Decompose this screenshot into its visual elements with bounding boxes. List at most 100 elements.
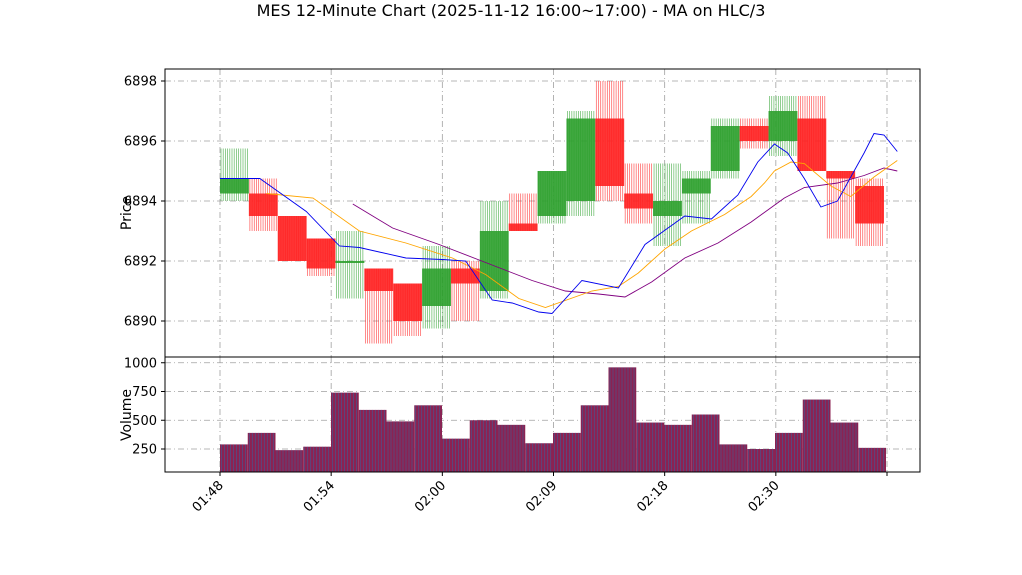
volume-y-axis-label: Volume	[119, 389, 135, 441]
volume-bar	[275, 450, 304, 472]
candle-body	[277, 216, 307, 261]
candle-up	[537, 171, 567, 224]
candle-down	[277, 216, 307, 261]
volume-bar	[525, 443, 553, 472]
volume-y-ticks: 250 500 750 1000	[124, 356, 165, 458]
volume-bar-fill	[414, 405, 442, 472]
candle-up	[768, 96, 798, 156]
candle-down	[624, 163, 654, 224]
candle-up	[566, 111, 596, 216]
volume-bar-fill	[775, 432, 803, 472]
volume-bar-fill	[553, 432, 581, 472]
volume-bar	[775, 432, 803, 472]
x-ticks: 01:48 01:54 02:00 02:09 02:18 02:30	[190, 472, 888, 515]
candle-up	[422, 246, 451, 329]
ma-mid-line	[266, 160, 898, 308]
x-tick-label: 02:00	[412, 478, 449, 515]
price-y-tick-label: 6892	[124, 255, 157, 270]
ma-fast-line	[220, 133, 898, 314]
volume-bar-fill	[331, 392, 359, 472]
volume-bar-fill	[636, 422, 664, 472]
candle-body	[681, 178, 711, 194]
volume-bar-fill	[442, 438, 470, 472]
volume-bar-fill	[608, 367, 637, 472]
price-candles	[220, 81, 884, 344]
price-y-tick-label: 6898	[124, 75, 157, 90]
volume-bar	[830, 422, 859, 472]
volume-bar	[608, 367, 637, 472]
candle-body	[306, 238, 336, 269]
volume-bar-fill	[469, 420, 498, 472]
price-y-tick-label: 6890	[124, 315, 157, 330]
x-tick-label: 02:09	[523, 478, 560, 515]
volume-bar-fill	[497, 424, 526, 472]
volume-bar-fill	[802, 399, 831, 472]
volume-bar	[747, 449, 775, 472]
volume-bar	[414, 405, 442, 472]
candle-up	[220, 148, 249, 201]
volume-bar	[497, 424, 526, 472]
volume-bar-fill	[691, 414, 720, 472]
volume-bar	[553, 432, 581, 472]
candle-body	[335, 261, 365, 263]
candle-body	[479, 231, 509, 291]
candle-up	[681, 171, 711, 224]
volume-bar	[303, 446, 331, 472]
candle-body	[248, 193, 278, 216]
volume-bar	[469, 420, 498, 472]
x-tick-label: 02:30	[746, 478, 783, 515]
volume-bar	[858, 447, 886, 472]
volume-bars	[220, 367, 886, 472]
volume-bar	[580, 405, 609, 472]
price-y-ticks: 6890 6892 6894 6896 6898	[124, 75, 165, 330]
candle-body	[537, 171, 567, 216]
volume-bar-fill	[747, 449, 775, 472]
volume-bar-fill	[220, 444, 248, 472]
candle-up	[479, 201, 509, 299]
candle-up	[710, 118, 740, 179]
candle-body	[826, 171, 856, 179]
volume-y-tick-label: 750	[132, 385, 157, 400]
volume-bar-fill	[580, 405, 609, 472]
candle-body	[768, 111, 798, 141]
candle-down	[595, 81, 625, 201]
x-tick-label: 01:54	[301, 478, 338, 515]
volume-bar	[442, 438, 470, 472]
candle-body	[508, 223, 538, 231]
price-y-tick-label: 6896	[124, 135, 157, 150]
volume-y-tick-label: 500	[132, 414, 157, 429]
candle-down	[364, 268, 394, 344]
candle-down	[855, 178, 884, 246]
candle-body	[393, 283, 423, 321]
candle-body	[797, 118, 827, 171]
price-y-axis-label: Price	[119, 196, 135, 230]
volume-axes-frame	[164, 356, 921, 473]
volume-bar-fill	[830, 422, 859, 472]
candle-body	[422, 268, 451, 306]
volume-bar	[636, 422, 664, 472]
candle-down	[739, 118, 769, 149]
volume-bar	[386, 421, 415, 472]
volume-bar	[220, 444, 248, 472]
ma-slow-line	[352, 167, 898, 298]
price-y-tick-label: 6894	[124, 195, 157, 210]
candle-down	[393, 283, 423, 336]
volume-y-tick-label: 1000	[124, 356, 157, 371]
candle-body	[624, 193, 654, 209]
candle-body	[739, 126, 769, 141]
candle-body	[450, 268, 480, 284]
candle-body	[220, 178, 249, 194]
candle-body	[364, 268, 394, 291]
volume-bar-fill	[525, 443, 553, 472]
candle-body	[710, 126, 740, 171]
candle-body	[566, 118, 596, 201]
volume-bar	[802, 399, 831, 472]
volume-bar-fill	[719, 444, 748, 472]
volume-bar	[247, 432, 276, 472]
volume-bar	[664, 424, 692, 472]
candle-down	[450, 261, 480, 321]
volume-bar	[719, 444, 748, 472]
candle-body	[653, 201, 682, 216]
candle-down	[306, 238, 336, 276]
